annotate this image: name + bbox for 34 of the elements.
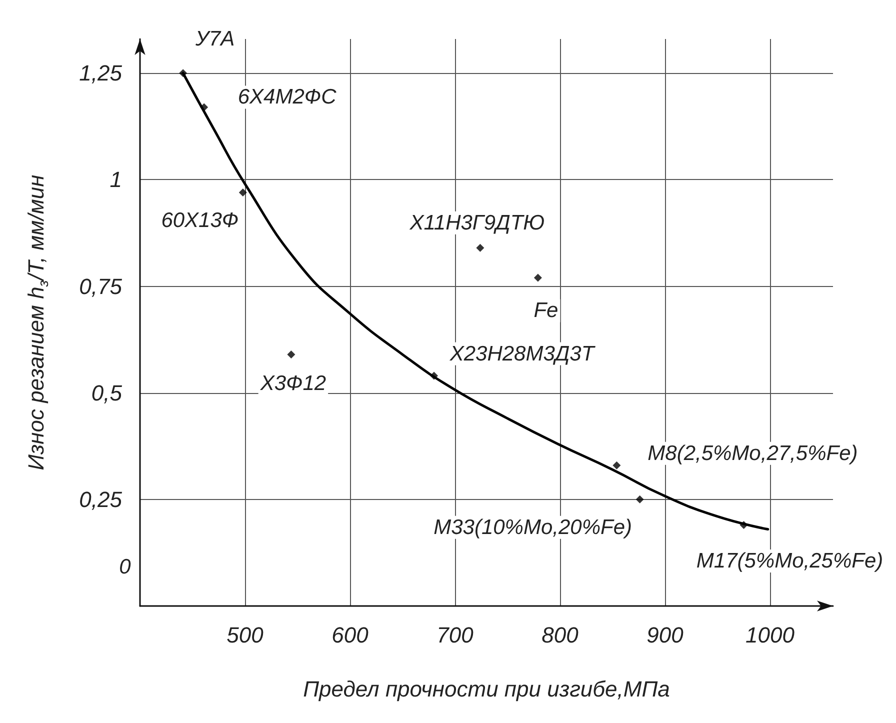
- y-tick-label: 1: [110, 167, 122, 192]
- y-tick-label: 0,5: [91, 380, 123, 406]
- annotation: У7А: [194, 28, 235, 51]
- text: 0: [119, 556, 132, 578]
- y-axis-title: Износ резанием hз/T, мм/мин: [24, 174, 51, 470]
- point: [476, 244, 484, 252]
- annotation: 6Х4М2ФС: [238, 86, 338, 109]
- annotation: Х23Н28М3Д3Т: [448, 342, 596, 366]
- x-tick-label: 700: [436, 622, 474, 648]
- point: [238, 188, 247, 196]
- y-tick-label: 1,25: [79, 60, 123, 86]
- annotation: М33(10%Mo,20%Fe): [434, 516, 632, 539]
- y-tick-label: 0,25: [79, 486, 123, 512]
- annotation: 60Х13Ф: [161, 208, 239, 232]
- annotation: М17(5%Mo,25%Fe): [696, 550, 884, 572]
- x-tick-label: 800: [542, 622, 580, 648]
- annotation: Х3Ф12: [259, 372, 326, 395]
- point: [287, 350, 296, 358]
- point: [200, 103, 208, 112]
- x-tick-label: 1000: [746, 622, 796, 648]
- x-axis-title: Предел прочности при изгибе,МПа: [303, 676, 670, 702]
- annotation: Х11Н3Г9ДТЮ: [408, 211, 545, 234]
- x-tick-label: 900: [646, 622, 684, 648]
- point: [430, 372, 438, 380]
- point: [740, 521, 748, 529]
- annotation: Fe: [534, 299, 558, 322]
- x-tick-label: 500: [226, 622, 264, 648]
- y-tick-label: 0,75: [79, 274, 123, 299]
- point: [636, 495, 644, 504]
- point: [534, 274, 542, 282]
- x-tick-label: 600: [332, 622, 370, 648]
- annotation: М8(2,5%Mo,27,5%Fe): [648, 442, 858, 465]
- point: [612, 461, 621, 470]
- point: [179, 69, 188, 78]
